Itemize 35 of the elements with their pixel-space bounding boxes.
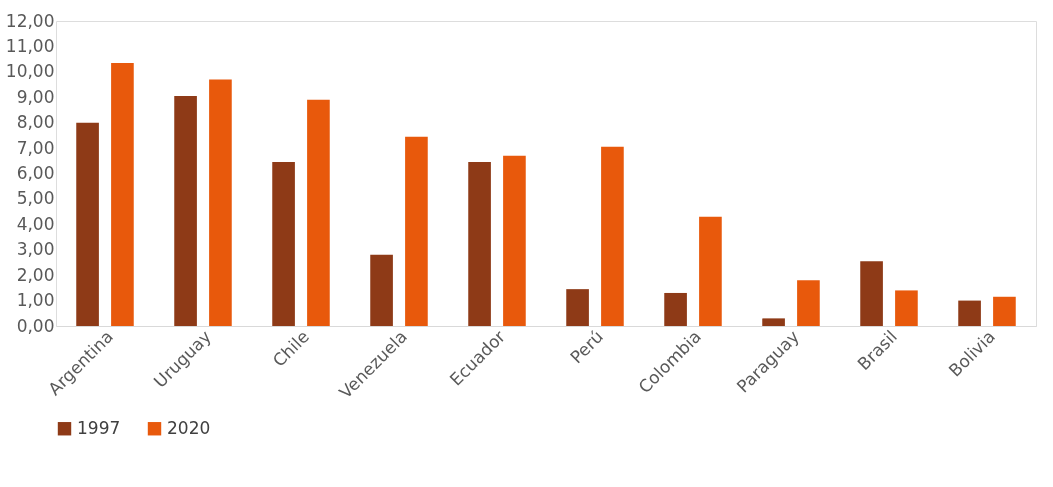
bar <box>272 162 295 326</box>
y-tick-label: 12,00 <box>5 10 55 31</box>
bar <box>797 280 820 326</box>
bar <box>958 300 981 326</box>
bar <box>699 216 722 326</box>
bar <box>111 62 134 326</box>
y-tick-label: 4,00 <box>16 213 55 234</box>
bar <box>76 122 99 326</box>
bar <box>993 296 1016 326</box>
bar <box>370 254 393 326</box>
y-tick-label: 5,00 <box>16 188 55 209</box>
bar <box>503 155 526 326</box>
bar <box>601 146 624 326</box>
bar <box>209 79 232 326</box>
y-tick-label: 2,00 <box>16 264 55 285</box>
bar <box>664 292 687 326</box>
legend-label: 1997 <box>77 417 121 438</box>
bar <box>762 318 785 326</box>
bar <box>405 136 428 326</box>
bar <box>566 289 589 326</box>
y-tick-label: 0,00 <box>16 315 55 336</box>
y-tick-label: 10,00 <box>5 61 55 82</box>
bar <box>468 162 491 326</box>
y-tick-label: 11,00 <box>5 35 55 56</box>
y-tick-label: 9,00 <box>16 86 55 107</box>
bar <box>174 95 197 326</box>
bar <box>895 290 918 326</box>
y-tick-label: 7,00 <box>16 137 55 158</box>
y-tick-label: 6,00 <box>16 163 55 183</box>
bar <box>307 99 330 326</box>
bar <box>860 261 883 326</box>
y-tick-label: 8,00 <box>16 112 55 133</box>
y-tick-label: 3,00 <box>16 239 55 260</box>
y-tick-label: 1,00 <box>16 290 55 311</box>
legend-label: 2020 <box>167 417 211 438</box>
